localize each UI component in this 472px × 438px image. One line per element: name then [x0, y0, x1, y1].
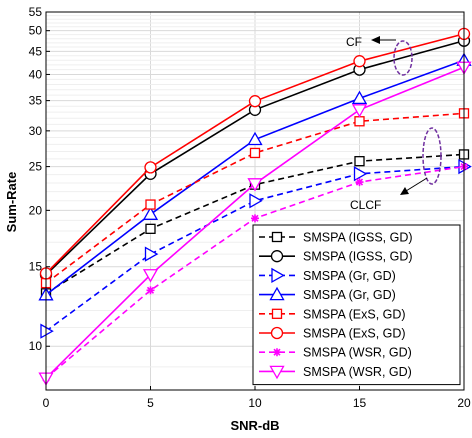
series-8-point: [247, 178, 263, 192]
y-tick-label: 35: [29, 94, 43, 108]
legend-label: SMSPA (Gr, GD): [303, 288, 396, 302]
series-6-point: [248, 95, 262, 108]
series-4-point: [247, 131, 263, 146]
series-4-point: [351, 90, 368, 105]
legend-entry: SMSPA (IGSS, GD): [259, 250, 413, 264]
legend-label: SMSPA (IGSS, GD): [303, 250, 413, 264]
legend-marker: [271, 231, 283, 243]
legend-box: [252, 224, 461, 386]
series-1-line: [45, 153, 465, 294]
series-1-point: [145, 223, 156, 234]
annotation-clcf: CLCF: [350, 127, 442, 212]
legend-marker: [269, 365, 285, 380]
legend-label: SMSPA (WSR, GD): [303, 346, 412, 360]
legend-entry: SMSPA (Gr, GD): [259, 286, 396, 302]
series-1-point: [354, 156, 365, 167]
x-tick-label: 10: [248, 396, 262, 410]
legend-marker: [270, 250, 284, 263]
legend-entry: SMSPA (ExS, GD): [259, 327, 406, 341]
annotation-clcf-ellipse: [422, 127, 442, 185]
series-8: [38, 61, 472, 386]
legend-label: SMSPA (IGSS, GD): [303, 231, 413, 245]
x-tick-label: 0: [43, 396, 50, 410]
series-3-point: [353, 166, 368, 182]
series-7-point: [146, 286, 155, 295]
annotation-cf-label: CF: [346, 35, 362, 49]
x-tick-label: 15: [353, 396, 367, 410]
y-axis-title: Sum-Rate: [4, 172, 19, 233]
legend-marker: [271, 308, 283, 319]
series-3-point: [40, 323, 54, 339]
legend-marker: [270, 326, 284, 340]
y-tick-label: 30: [29, 124, 43, 138]
series-5-line: [45, 112, 465, 284]
series-3-line: [45, 165, 465, 332]
legend-entry: SMSPA (IGSS, GD): [259, 231, 413, 245]
series-5-point: [249, 147, 261, 159]
annotation-cf: CF: [346, 35, 413, 76]
legend-entry: SMSPA (WSR, GD): [259, 365, 412, 380]
y-tick-label: 20: [29, 203, 43, 217]
y-tick-label: 40: [29, 67, 43, 81]
series-6-point: [353, 55, 366, 68]
legend-label: SMSPA (WSR, GD): [303, 365, 412, 379]
y-tick-label: 50: [29, 24, 43, 38]
series-5-point: [354, 116, 365, 127]
series-3-point: [249, 193, 263, 209]
legend-entry: SMSPA (WSR, GD): [259, 346, 412, 360]
legend-marker: [273, 348, 281, 357]
legend-entry: SMSPA (ExS, GD): [259, 307, 406, 321]
legend-label: SMSPA (ExS, GD): [303, 307, 406, 321]
legend-label: SMSPA (Gr, GD): [303, 269, 396, 283]
series-5-point: [145, 199, 156, 210]
series-6: [39, 27, 471, 280]
annotation-cf-ellipse: [393, 40, 413, 76]
annotation-clcf-arrowhead: [400, 187, 409, 195]
legend-entry: SMSPA (Gr, GD): [259, 267, 396, 284]
legend-marker: [271, 267, 285, 284]
y-tick-label: 45: [29, 44, 43, 58]
y-tick-label: 25: [29, 160, 43, 174]
x-tick-label: 20: [457, 396, 471, 410]
y-tick-label: 15: [29, 260, 43, 274]
legend-label: SMSPA (ExS, GD): [303, 327, 406, 341]
y-tick-label: 55: [29, 5, 43, 19]
series-3-point: [144, 246, 159, 262]
annotation-clcf-label: CLCF: [350, 198, 381, 212]
series-8-point: [351, 104, 368, 118]
series-7-point: [355, 178, 364, 187]
annotation-cf-arrowhead: [371, 36, 380, 44]
annotation-clcf-arrow: [405, 177, 428, 192]
tick-labels: 0 5 10 15 20 10 15 20 25 30 35 40 45 50 55: [29, 5, 471, 410]
series-8-point: [142, 269, 159, 283]
legend: SMSPA (IGSS, GD) SMSPA (IGSS, GD) SMSPA (G…: [252, 224, 461, 386]
series-7-point: [251, 214, 259, 223]
y-tick-label: 10: [29, 339, 43, 353]
x-tick-label: 5: [147, 396, 154, 410]
series-6-point: [144, 161, 157, 174]
series-4-point: [142, 206, 159, 220]
plot-frame: [45, 11, 465, 391]
x-axis-title: SNR-dB: [230, 418, 279, 433]
legend-marker: [269, 286, 285, 301]
